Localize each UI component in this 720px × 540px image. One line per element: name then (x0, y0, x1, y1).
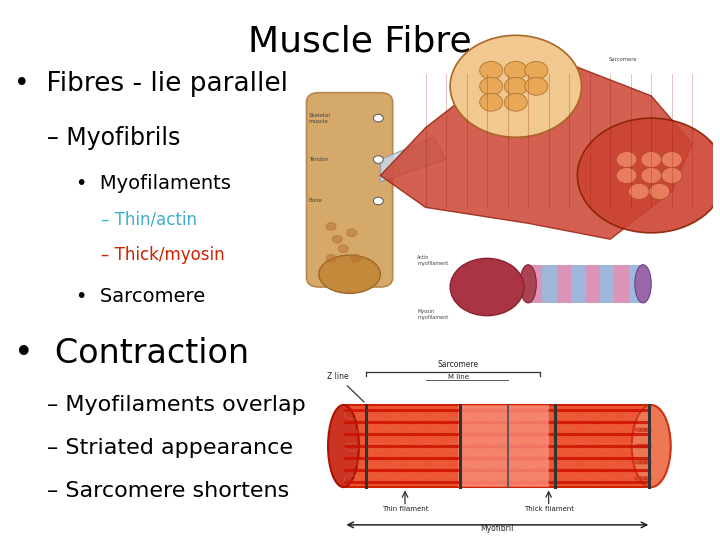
Text: – Striated appearance: – Striated appearance (47, 438, 293, 458)
Text: M line: M line (448, 374, 469, 380)
Circle shape (644, 461, 652, 464)
Text: Sarcomere: Sarcomere (438, 360, 479, 369)
FancyBboxPatch shape (629, 265, 643, 303)
Text: Actin
myofilament: Actin myofilament (418, 255, 449, 266)
Text: Z line: Z line (327, 372, 364, 402)
Circle shape (333, 235, 342, 243)
Circle shape (504, 77, 527, 95)
Text: – Thick/myosin: – Thick/myosin (101, 246, 225, 264)
Ellipse shape (319, 255, 380, 293)
Ellipse shape (631, 405, 671, 487)
Circle shape (347, 229, 356, 237)
Circle shape (450, 35, 582, 137)
Text: – Myofilaments overlap: – Myofilaments overlap (47, 395, 305, 415)
Text: Skeletal
muscle: Skeletal muscle (309, 113, 330, 124)
Text: Sarcomere: Sarcomere (608, 57, 636, 62)
Circle shape (450, 258, 524, 316)
Circle shape (641, 152, 662, 167)
Circle shape (635, 461, 642, 464)
FancyBboxPatch shape (585, 265, 600, 303)
Circle shape (374, 114, 383, 122)
Circle shape (635, 477, 642, 480)
Circle shape (662, 167, 682, 184)
Text: •  Myofilaments: • Myofilaments (76, 174, 230, 193)
Circle shape (480, 93, 503, 111)
Text: Thick filament: Thick filament (523, 506, 574, 512)
Text: Tendon: Tendon (309, 157, 328, 162)
FancyBboxPatch shape (600, 265, 614, 303)
Circle shape (640, 428, 647, 431)
Text: Myosin
myofilament: Myosin myofilament (418, 309, 449, 320)
FancyBboxPatch shape (528, 265, 542, 303)
Circle shape (616, 167, 637, 184)
Text: •  Sarcomere: • Sarcomere (76, 287, 205, 307)
Circle shape (525, 62, 548, 79)
FancyBboxPatch shape (571, 265, 585, 303)
Circle shape (641, 167, 662, 184)
Circle shape (338, 245, 348, 253)
FancyBboxPatch shape (557, 265, 571, 303)
Circle shape (629, 184, 649, 199)
Text: Bone: Bone (309, 199, 323, 204)
Ellipse shape (635, 265, 651, 303)
Circle shape (640, 477, 647, 480)
Circle shape (640, 461, 647, 464)
FancyBboxPatch shape (459, 405, 549, 487)
Ellipse shape (520, 265, 536, 303)
Circle shape (644, 428, 652, 431)
Circle shape (504, 93, 527, 111)
Circle shape (649, 184, 670, 199)
Circle shape (616, 152, 637, 167)
Circle shape (504, 62, 527, 79)
Text: – Sarcomere shortens: – Sarcomere shortens (47, 481, 289, 502)
Circle shape (525, 77, 548, 95)
Circle shape (326, 254, 336, 262)
Circle shape (374, 156, 383, 164)
Circle shape (374, 197, 383, 205)
Circle shape (662, 152, 682, 167)
Circle shape (635, 428, 642, 431)
FancyBboxPatch shape (614, 265, 629, 303)
Circle shape (635, 444, 642, 448)
Circle shape (351, 254, 361, 262)
FancyBboxPatch shape (343, 405, 652, 487)
Text: •  Contraction: • Contraction (14, 337, 250, 370)
Text: •  Fibres - lie parallel: • Fibres - lie parallel (14, 71, 289, 97)
Text: Myofibril: Myofibril (481, 524, 514, 534)
Polygon shape (380, 64, 693, 239)
Text: – Myofibrils: – Myofibrils (47, 126, 180, 150)
Circle shape (640, 444, 647, 448)
Ellipse shape (328, 405, 359, 487)
Circle shape (326, 222, 336, 230)
FancyBboxPatch shape (542, 265, 557, 303)
Circle shape (480, 62, 503, 79)
Circle shape (480, 77, 503, 95)
Text: Muscle Fibre: Muscle Fibre (248, 24, 472, 58)
FancyBboxPatch shape (307, 93, 392, 287)
Circle shape (644, 444, 652, 448)
Text: Thin filament: Thin filament (382, 506, 428, 512)
Circle shape (577, 118, 720, 233)
Text: – Thin/actin: – Thin/actin (101, 210, 197, 228)
Circle shape (644, 477, 652, 480)
Polygon shape (380, 137, 446, 182)
